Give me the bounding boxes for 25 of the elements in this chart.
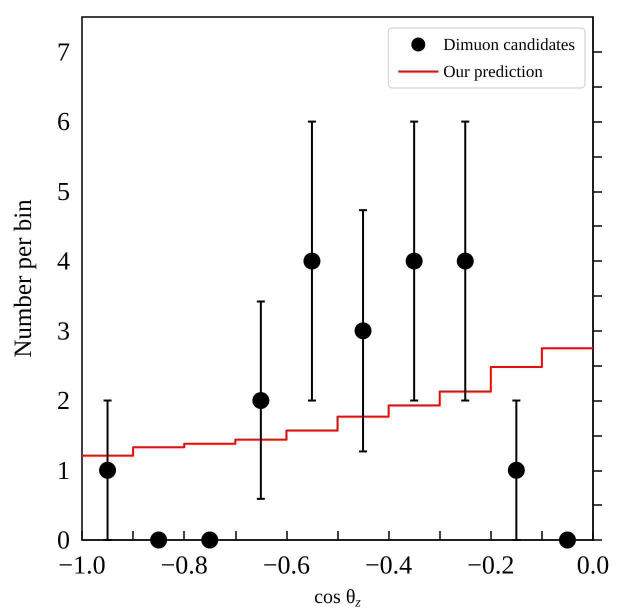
y-tick-label: 6 — [57, 107, 70, 136]
x-tick-label: −0.8 — [160, 550, 208, 580]
y-axis-title: Number per bin — [10, 198, 37, 358]
y-tick-label: 7 — [57, 37, 70, 66]
point — [456, 252, 474, 270]
point — [508, 462, 525, 479]
y-tick-label: 2 — [57, 386, 70, 416]
legend-label: Dimuon candidates — [443, 35, 575, 54]
point — [406, 252, 423, 270]
point — [354, 322, 372, 340]
point — [558, 532, 576, 548]
legend-label: Our prediction — [443, 62, 544, 81]
y-tick-label: 5 — [57, 176, 70, 206]
point — [201, 532, 218, 548]
y-tick-label: 3 — [57, 316, 70, 346]
y-tick-label: 4 — [57, 246, 70, 276]
x-tick-label: −0.4 — [365, 550, 412, 580]
x-tick-label: −0.2 — [467, 550, 514, 580]
point — [303, 252, 320, 270]
x-tick-label: 0.0 — [576, 550, 610, 580]
y-tick-label: 1 — [57, 456, 70, 485]
point — [150, 532, 168, 548]
point — [99, 462, 116, 479]
point — [252, 392, 270, 410]
x-tick-label: −0.6 — [262, 550, 310, 580]
